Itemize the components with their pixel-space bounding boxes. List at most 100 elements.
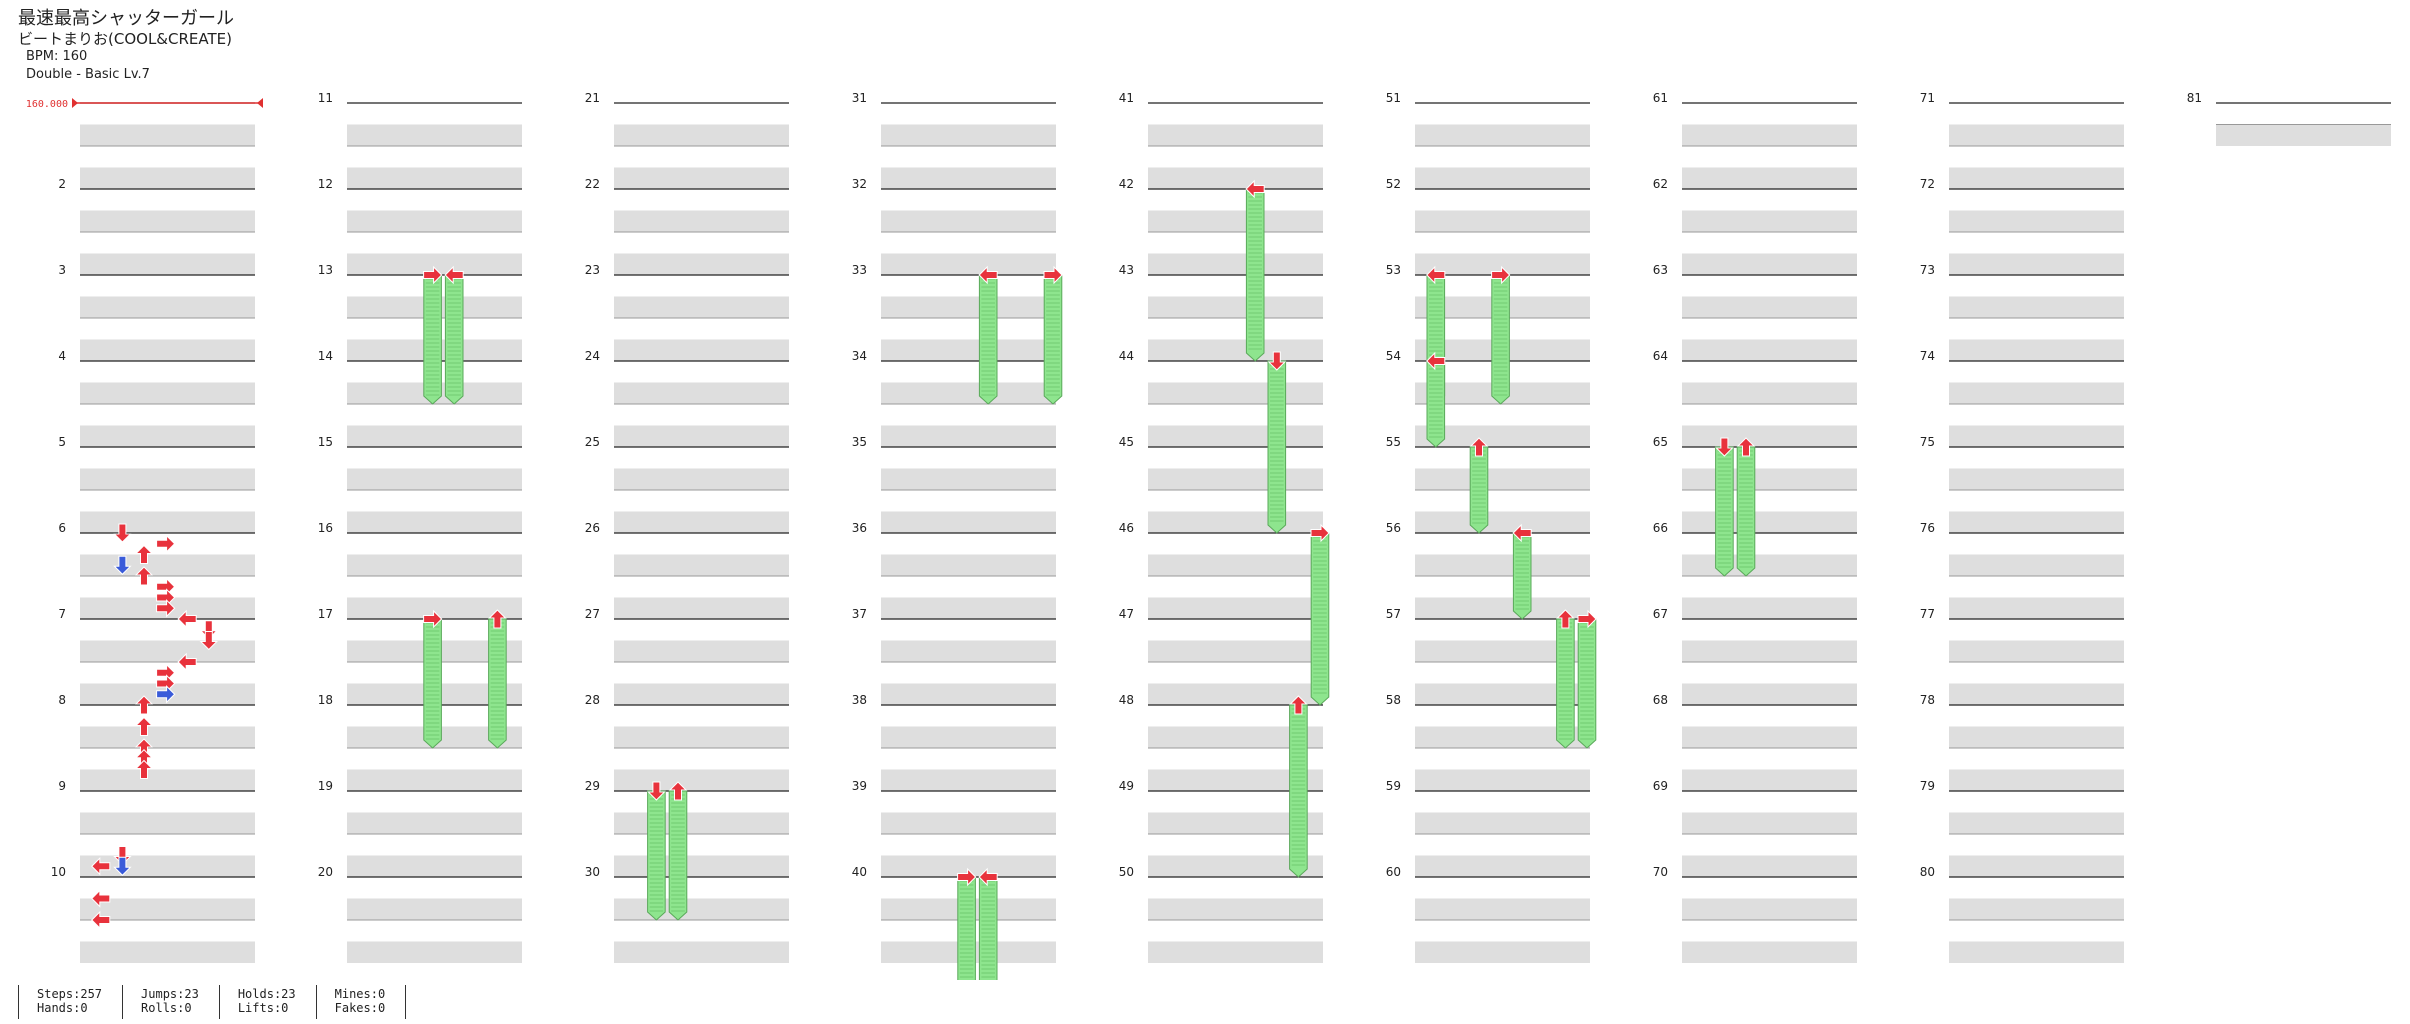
hold-note	[1577, 609, 1597, 749]
measure-number: 14	[318, 349, 333, 363]
bpm-value: 160.000	[26, 99, 68, 110]
arrow-shape	[1426, 351, 1446, 371]
mines-count: Mines:0	[334, 987, 386, 1001]
measure-number: 9	[58, 779, 66, 793]
arrow-shape	[134, 544, 154, 564]
arrow-shape	[113, 523, 132, 543]
beat-stripe	[1949, 468, 2124, 490]
left-arrow-icon	[1426, 351, 1446, 371]
beat-stripe	[1949, 597, 2124, 619]
beat-stripe	[80, 210, 255, 232]
beat-stripe	[1415, 425, 1590, 447]
beat-stripe	[614, 554, 789, 576]
beat-stripe	[614, 769, 789, 791]
beat-stripe	[2216, 124, 2391, 146]
measure-number: 20	[318, 865, 333, 879]
arrow-shape	[1577, 609, 1597, 629]
measure-number: 34	[852, 349, 867, 363]
beat-stripe	[1682, 511, 1857, 533]
left-arrow-icon	[1426, 265, 1446, 285]
beat-stripe	[1682, 425, 1857, 447]
hold-body	[647, 790, 666, 921]
arrow-shape	[199, 631, 219, 651]
hold-body	[978, 876, 998, 980]
beat-stripe	[1682, 683, 1857, 705]
measure-number: 24	[585, 349, 600, 363]
beat-stripe	[80, 339, 255, 361]
measure-number: 58	[1386, 693, 1401, 707]
arrow-shape	[91, 910, 111, 930]
arrow-shape	[488, 609, 507, 629]
beat-stripe	[614, 296, 789, 318]
right-arrow-icon	[1310, 523, 1330, 543]
beat-stripe	[1949, 554, 2124, 576]
down-arrow-icon	[647, 781, 666, 801]
rolls-count: Rolls:0	[141, 1001, 192, 1015]
beat-stripe	[614, 640, 789, 662]
right-arrow-icon	[156, 663, 176, 682]
measure-number: 2	[58, 177, 66, 191]
beat-stripe	[1415, 124, 1590, 146]
arrow-shape	[156, 685, 176, 704]
measure-number: 76	[1920, 521, 1935, 535]
measure-number: 28	[585, 693, 600, 707]
measure-number: 26	[585, 521, 600, 535]
step-notes	[91, 523, 219, 930]
beat-stripe	[1415, 855, 1590, 877]
beat-stripe	[1682, 167, 1857, 189]
measure-number: 75	[1920, 435, 1935, 449]
beat-stripe	[1949, 812, 2124, 834]
beat-stripe	[881, 726, 1056, 748]
measure-number: 21	[585, 91, 600, 105]
measure-number: 44	[1119, 349, 1134, 363]
measure-number: 37	[852, 607, 867, 621]
left-arrow-icon	[91, 889, 111, 908]
beat-stripe	[1949, 855, 2124, 877]
beat-stripe	[1415, 554, 1590, 576]
measure-number: 32	[852, 177, 867, 191]
measure-number: 38	[852, 693, 867, 707]
measure-number: 68	[1653, 693, 1668, 707]
measure-number: 61	[1653, 91, 1668, 105]
beat-stripe	[1949, 296, 2124, 318]
beat-stripe	[1949, 898, 2124, 920]
measure-number: 78	[1920, 693, 1935, 707]
beat-stripe	[1415, 511, 1590, 533]
beat-stripe	[347, 597, 522, 619]
beat-stripe	[881, 167, 1056, 189]
measure-number: 45	[1119, 435, 1134, 449]
beat-stripe	[80, 468, 255, 490]
arrow-shape	[134, 695, 154, 715]
beat-stripe	[1682, 941, 1857, 963]
beat-stripe	[1148, 511, 1323, 533]
measure-number: 30	[585, 865, 600, 879]
measure-number: 79	[1920, 779, 1935, 793]
measure-number: 17	[318, 607, 333, 621]
hold-note	[423, 265, 443, 405]
beat-stripe	[80, 726, 255, 748]
beat-stripe	[881, 683, 1056, 705]
hold-note	[1043, 265, 1063, 405]
measure-number: 54	[1386, 349, 1401, 363]
right-arrow-icon	[423, 265, 443, 285]
hold-note	[1715, 437, 1734, 577]
hold-body	[1512, 532, 1532, 620]
right-arrow-icon	[957, 867, 977, 887]
measure-number: 57	[1386, 607, 1401, 621]
beat-stripe	[1682, 124, 1857, 146]
hold-body	[1245, 188, 1265, 362]
measure-number: 22	[585, 177, 600, 191]
measure-number: 13	[318, 263, 333, 277]
arrow-shape	[177, 652, 197, 672]
beat-stripe	[1148, 769, 1323, 791]
beat-stripe	[1949, 640, 2124, 662]
hold-note	[423, 609, 443, 749]
left-arrow-icon	[1512, 523, 1532, 543]
beat-stripe	[1682, 640, 1857, 662]
beat-stripe	[614, 167, 789, 189]
beat-stripe	[614, 468, 789, 490]
hold-body	[1426, 360, 1446, 448]
beat-stripe	[1415, 167, 1590, 189]
beat-stripe	[614, 511, 789, 533]
measure-number: 16	[318, 521, 333, 535]
